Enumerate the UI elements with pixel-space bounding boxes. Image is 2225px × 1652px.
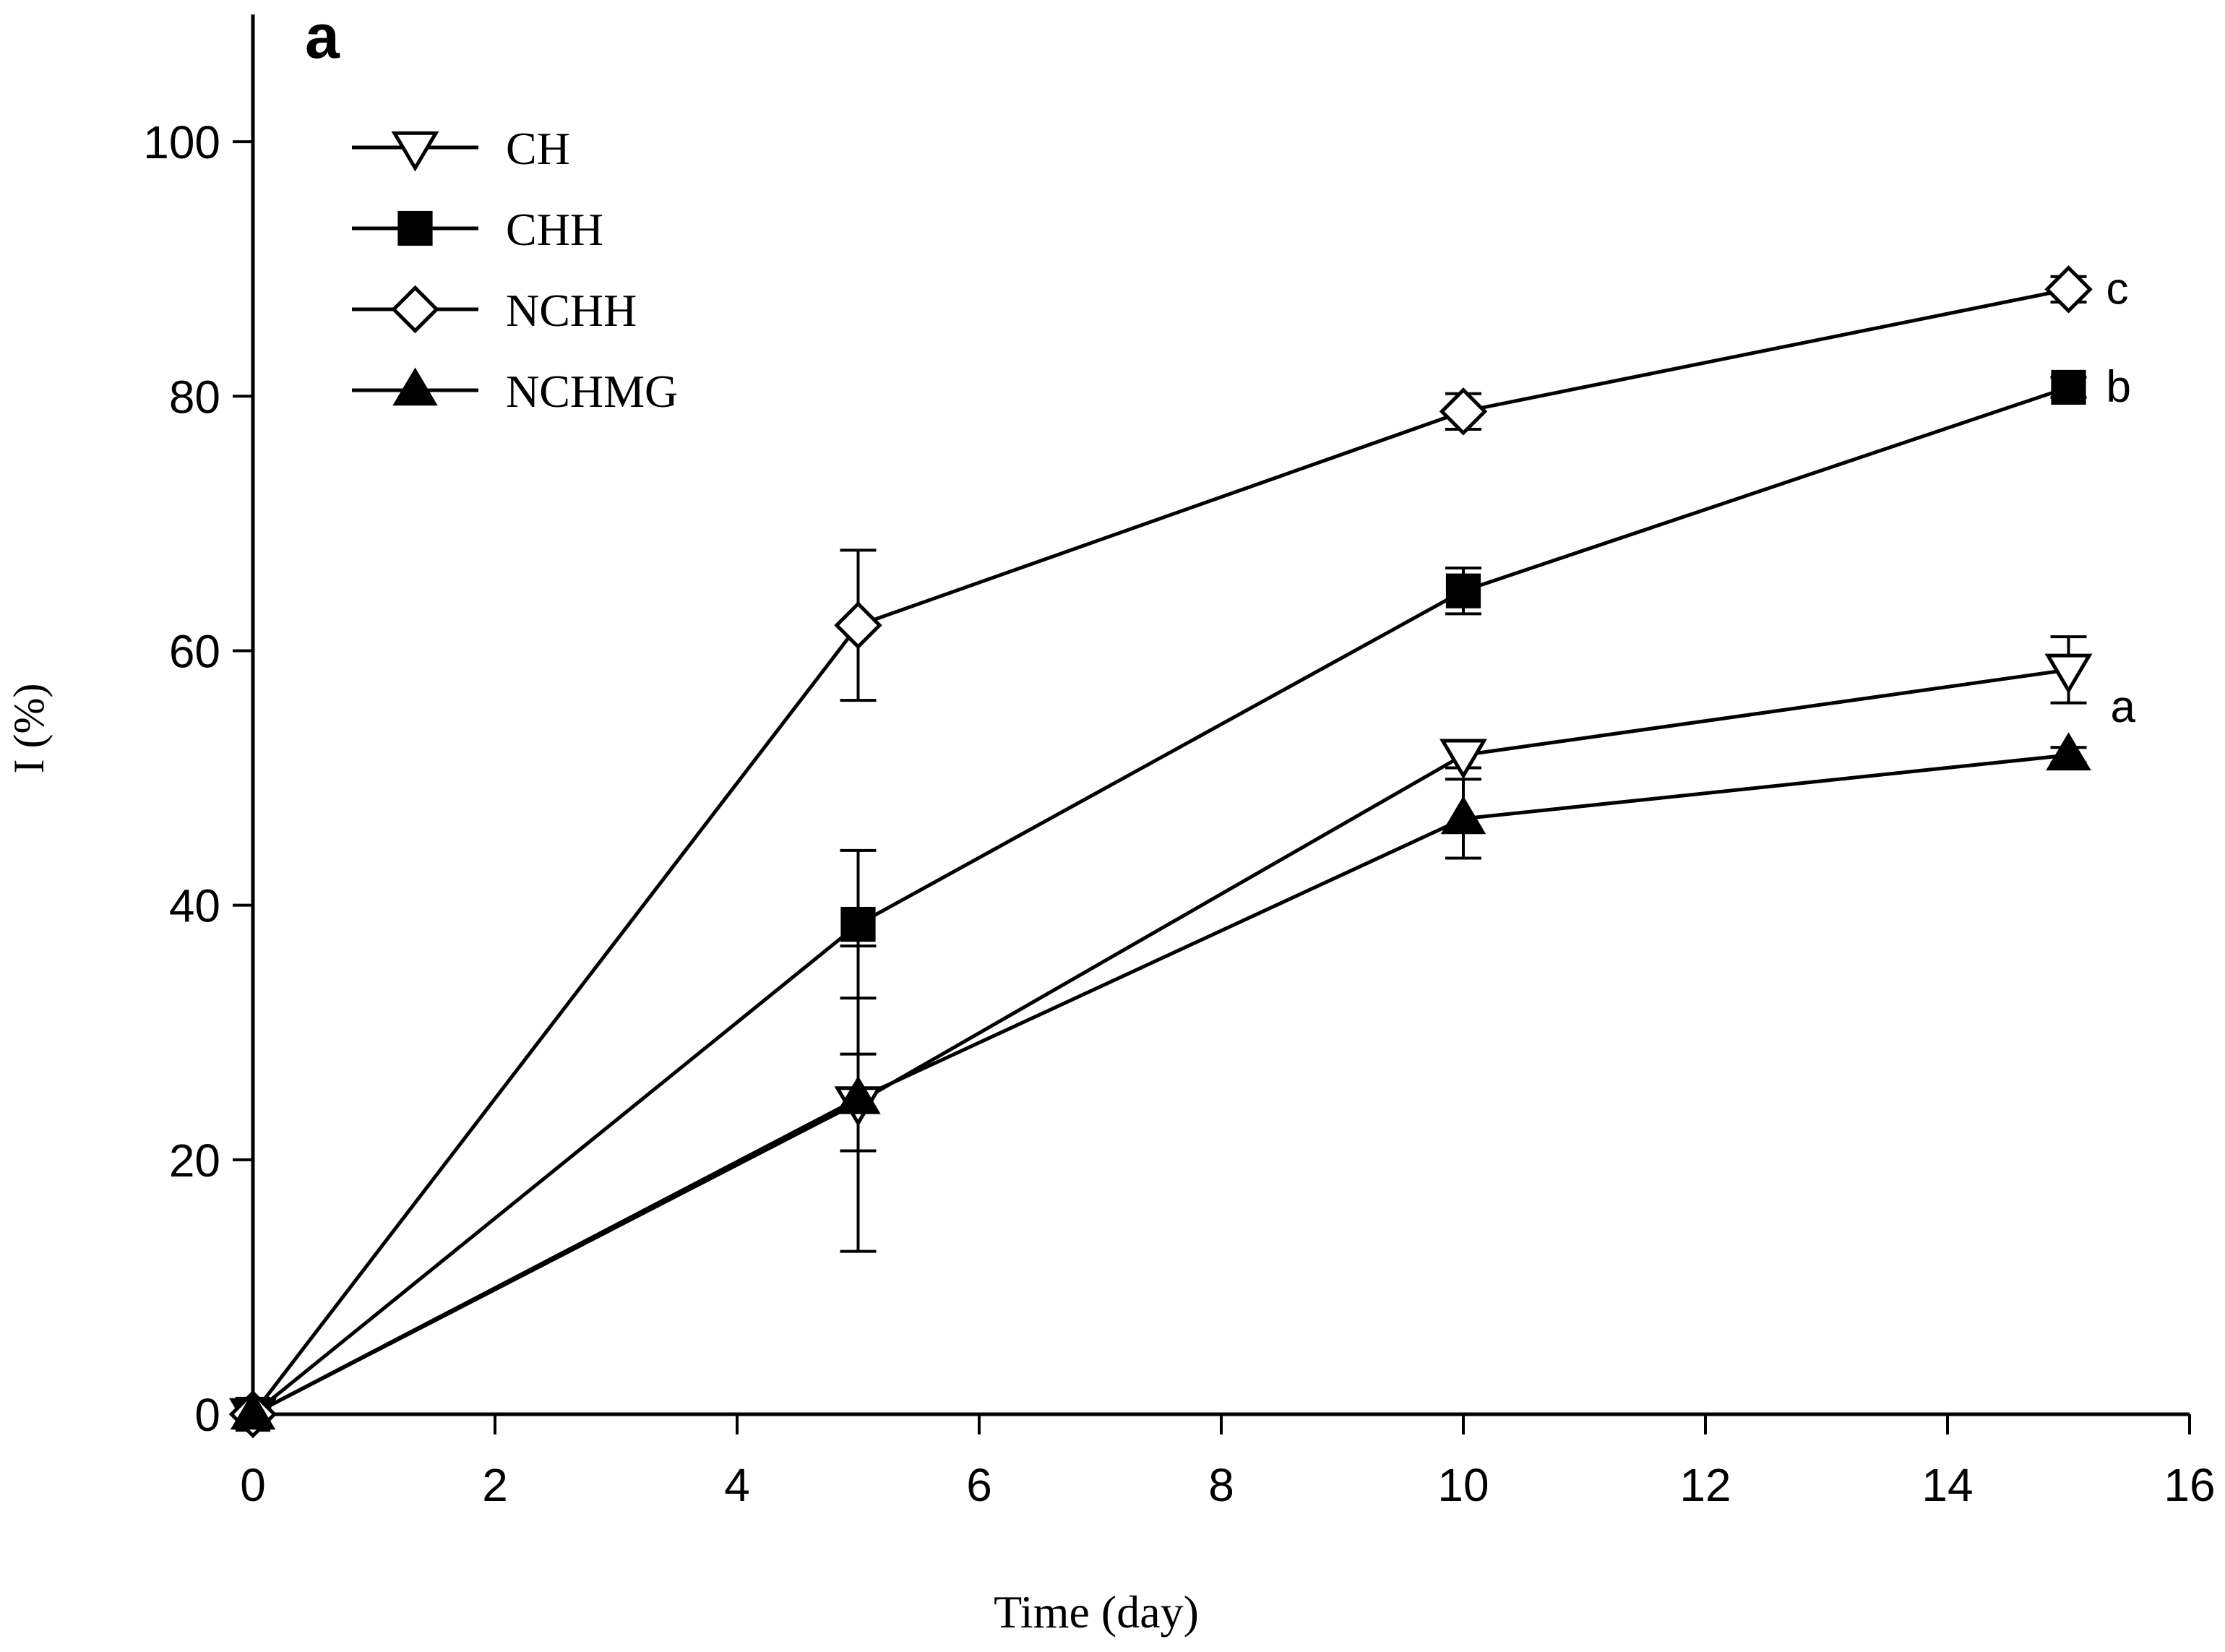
legend-label: NCHH	[506, 285, 637, 336]
series-ch-points	[229, 653, 2093, 1439]
marker-diamond	[1439, 387, 1488, 436]
x-tick-label: 10	[1437, 1459, 1489, 1511]
marker-square	[840, 906, 876, 942]
y-tick-label: 0	[194, 1389, 220, 1441]
marker-triangle-down	[391, 131, 439, 172]
series-chh	[251, 375, 2087, 1416]
legend-label: CHH	[506, 204, 603, 255]
plot-area: a bc	[228, 264, 2136, 1439]
panel-label: a	[305, 2, 340, 72]
marker-triangle-up	[2046, 732, 2091, 771]
y-tick-label: 80	[169, 371, 220, 423]
series-chh-points	[235, 369, 2086, 1432]
x-tick-label: 4	[724, 1459, 750, 1511]
y-axis-ticks: 0 20 40 60 80 100	[143, 116, 253, 1441]
marker-triangle-down	[2044, 653, 2093, 694]
significance-letter: a	[2111, 682, 2136, 732]
x-tick-label: 8	[1208, 1459, 1234, 1511]
marker-square	[2051, 369, 2086, 405]
marker-triangle-up	[835, 1075, 881, 1114]
x-tick-label: 14	[1921, 1459, 1973, 1511]
legend-label: CH	[506, 123, 570, 174]
x-tick-label: 16	[2164, 1459, 2215, 1511]
series-line	[251, 385, 2070, 1416]
legend-item-nchh: NCHH	[352, 285, 637, 336]
x-axis-title: Time (day)	[994, 1586, 1199, 1638]
x-axis-ticks: 0 2 4 6 8 10 12 14 16	[240, 1414, 2216, 1511]
series-line	[251, 753, 2069, 1416]
marker-diamond	[2044, 265, 2093, 314]
marker-square	[397, 210, 433, 246]
marker-diamond	[834, 601, 882, 650]
significance-letter: c	[2106, 264, 2129, 314]
y-tick-label: 40	[169, 880, 220, 932]
series-nchmg-points	[230, 732, 2091, 1430]
y-axis-title: I (%)	[5, 684, 53, 774]
series-nchmg	[251, 746, 2087, 1416]
marker-triangle-up	[230, 1391, 276, 1430]
x-tick-label: 6	[966, 1459, 992, 1511]
legend-item-chh: CHH	[352, 204, 603, 255]
x-tick-label: 0	[240, 1459, 266, 1511]
legend-item-nchmg: NCHMG	[352, 366, 678, 417]
series-nchh-points	[228, 265, 2093, 1439]
x-tick-label: 12	[1679, 1459, 1731, 1511]
y-tick-label: 20	[169, 1135, 220, 1187]
series-line	[251, 287, 2069, 1416]
y-tick-label: 60	[169, 625, 220, 677]
legend-label: NCHMG	[506, 366, 678, 417]
significance-letter: b	[2106, 362, 2131, 412]
y-tick-label: 100	[143, 116, 220, 168]
marker-triangle-up	[392, 367, 438, 406]
marker-triangle-up	[1440, 796, 1486, 835]
series-nchh	[251, 275, 2087, 1416]
marker-diamond	[391, 285, 439, 334]
series-line	[251, 668, 2069, 1416]
legend: CH CHH NCHH NCHMG	[352, 123, 678, 417]
legend-item-ch: CH	[352, 123, 570, 174]
marker-triangle-down	[1439, 739, 1487, 780]
x-tick-label: 2	[482, 1459, 508, 1511]
marker-square	[1445, 573, 1481, 608]
